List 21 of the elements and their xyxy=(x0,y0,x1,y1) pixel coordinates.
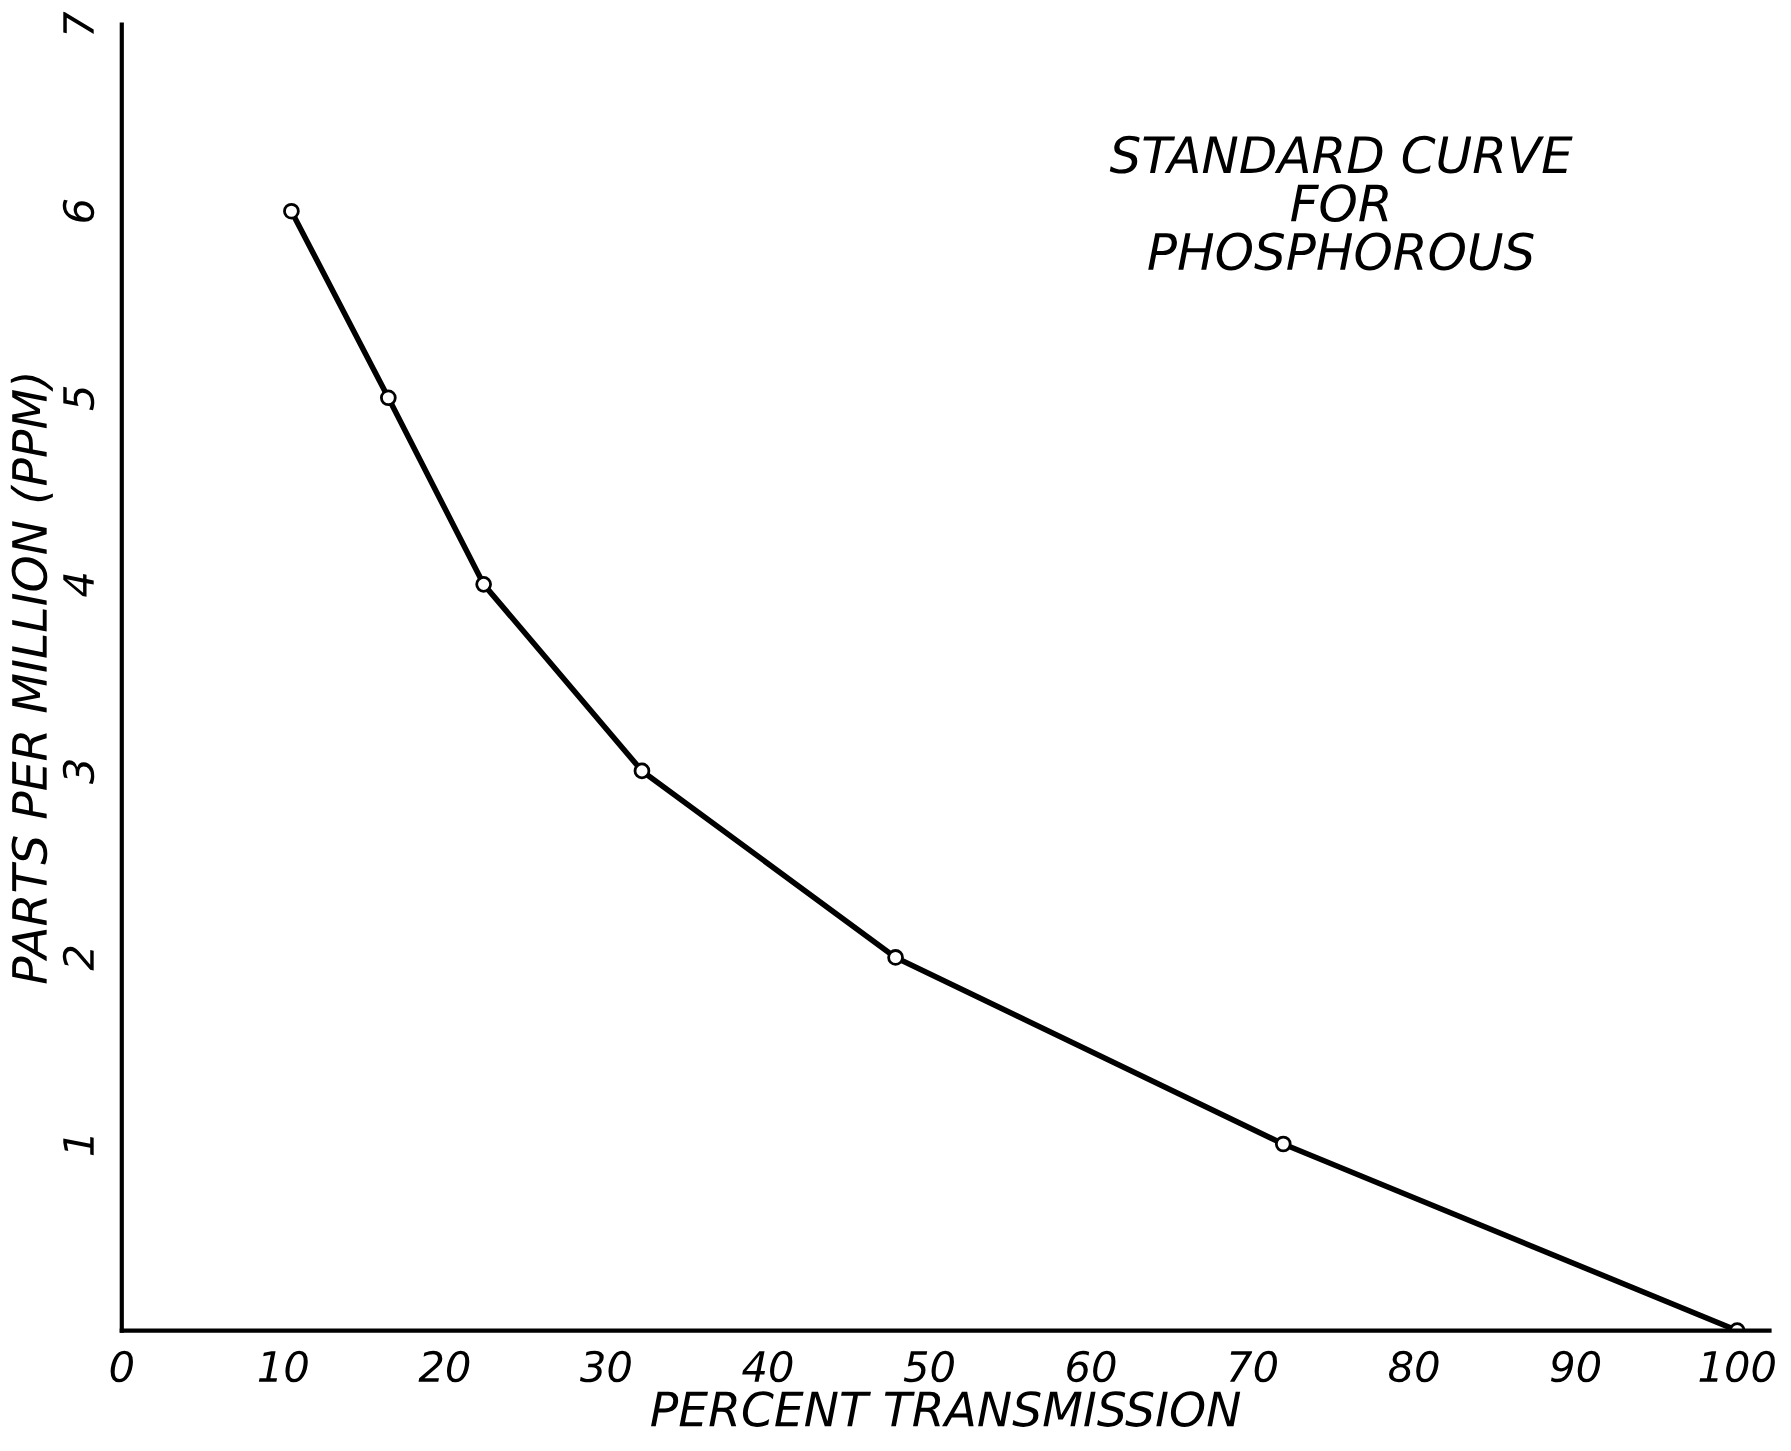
y-tick-label: 3 xyxy=(62,760,95,785)
y-tick-label: 6 xyxy=(62,199,95,222)
x-tick-label: 70 xyxy=(1229,1350,1277,1383)
y-tick-label: 1 xyxy=(63,1137,94,1156)
x-tick-label: 30 xyxy=(579,1350,631,1383)
y-tick-label: 7 xyxy=(63,11,94,35)
x-tick-label: 60 xyxy=(1067,1350,1116,1383)
y-tick-label: 2 xyxy=(62,946,94,971)
text: STANDARD CURVE FOR PHOSPHOROUS xyxy=(1109,135,1573,271)
x-axis-title: PERCENT TRANSMISSION xyxy=(651,1391,1241,1427)
x-tick-label: 100 xyxy=(1699,1350,1775,1383)
x-tick-label: 40 xyxy=(742,1350,793,1383)
x-tick-label: 20 xyxy=(418,1350,470,1383)
y-axis-title: PARTS PER MILLION (PPM) xyxy=(10,375,53,984)
x-tick-label: 0 xyxy=(110,1350,133,1383)
x-tick-label: 80 xyxy=(1388,1350,1439,1383)
x-tick-label: 50 xyxy=(903,1350,954,1383)
y-tick-label: 4 xyxy=(63,574,94,597)
x-tick-label: 10 xyxy=(258,1350,308,1383)
y-tick-label: 5 xyxy=(63,386,95,411)
x-tick-label: 90 xyxy=(1550,1350,1601,1383)
